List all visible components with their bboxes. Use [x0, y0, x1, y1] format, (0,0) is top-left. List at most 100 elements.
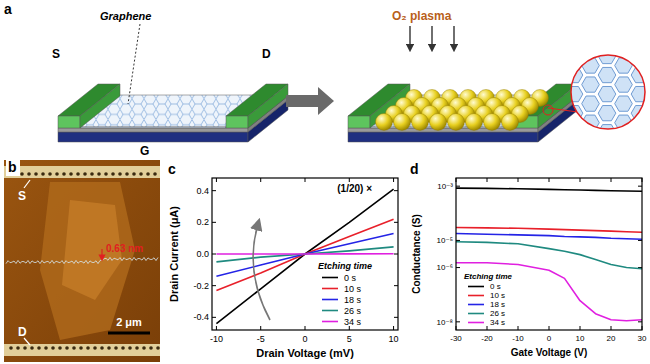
x-tick [305, 326, 306, 330]
graphene-hexagon [549, 96, 567, 111]
afm-electrode-texture [142, 346, 146, 350]
graphene-hexagon [549, 77, 567, 92]
y-tick [394, 222, 398, 223]
x-tick-label: 10 [389, 334, 399, 344]
legend: Etching time0 s10 s18 s26 s34 s [464, 272, 513, 327]
drain-label: D [262, 47, 271, 61]
legend-entry: 0 s [490, 282, 501, 291]
afm-electrode-texture [139, 172, 143, 176]
graphene-hexagon [565, 29, 583, 44]
legend-swatch [322, 299, 338, 301]
panel-label: a [4, 1, 12, 17]
graphene-hexagon [598, 125, 616, 140]
graphene-hexagon [631, 29, 649, 44]
x-tick [260, 326, 261, 330]
panel-label-bg [6, 160, 20, 176]
graphene-hexagon [565, 48, 583, 63]
legend-swatch [468, 322, 484, 324]
afm-electrode-texture [104, 172, 108, 176]
legend-swatch [322, 288, 338, 290]
afm-source-arrow [24, 180, 30, 188]
series-line [456, 242, 642, 269]
x-tick [580, 326, 581, 330]
afm-electrode-texture [118, 172, 122, 176]
legend-swatch [468, 286, 484, 288]
afm-electrode-texture [97, 172, 101, 176]
graphene-hexagon [565, 125, 583, 140]
x-tick-label: 20 [607, 334, 616, 343]
plot-frame [456, 178, 642, 330]
nanosphere [466, 114, 483, 131]
x-tick-label: -10 [512, 334, 524, 343]
afm-electrode-texture [72, 346, 76, 350]
scale-bar [108, 332, 150, 335]
step-arrow [101, 249, 102, 258]
x-tick [349, 178, 350, 182]
trend-arrow [253, 224, 270, 320]
graphene-hexagon [648, 58, 650, 73]
graphene-hexagon [582, 153, 600, 168]
x-tick-label: 10 [576, 334, 585, 343]
panel-label: b [8, 159, 17, 175]
nanosphere [376, 114, 393, 131]
graphene-hexagon [598, 86, 616, 101]
nanosphere [430, 114, 447, 131]
panel-label: d [410, 161, 419, 177]
x-tick-label: 0 [547, 334, 552, 343]
graphene-hexagon [648, 115, 650, 130]
afm-electrode-texture [121, 346, 125, 350]
afm-electrode-texture [153, 172, 157, 176]
graphene-hexagon [631, 67, 649, 82]
x-tick-label: -5 [257, 334, 265, 344]
graphene-hexagon [549, 58, 567, 73]
y-tick-label: 10⁻⁸ [437, 318, 454, 327]
gate-label: G [140, 144, 149, 158]
graphene-hexagon [549, 39, 567, 54]
series-line [216, 247, 393, 262]
graphene-hexagon [598, 67, 616, 82]
afm-electrode-texture [86, 346, 90, 350]
afm-electrode-texture [76, 172, 80, 176]
graphene-hexagon [582, 134, 600, 149]
y-axis-label: Conductance (S) [411, 214, 422, 293]
graphene-hexagon [598, 106, 616, 121]
graphene-hexagon [565, 86, 583, 101]
y-tick [394, 285, 398, 286]
series-group [456, 188, 642, 321]
afm-electrode-texture [30, 346, 34, 350]
nanosphere [394, 114, 411, 131]
x-tick [487, 326, 488, 330]
legend-swatch [322, 310, 338, 312]
y-tick [212, 254, 216, 255]
graphene-hexagon [615, 96, 633, 111]
graphene-label: Graphene [100, 10, 151, 22]
graphene-hexagon [582, 39, 600, 54]
legend-entry: 0 s [344, 273, 357, 283]
drain-electrode-front [226, 116, 248, 128]
series-group [216, 189, 393, 324]
series-line [216, 233, 393, 276]
afm-electrode-texture [20, 172, 24, 176]
graphene-hexagon [549, 115, 567, 130]
y-tick [456, 240, 460, 241]
plot-frame [212, 178, 398, 330]
annotation: (1/20) × [337, 183, 372, 194]
plasma-arrow [409, 26, 410, 48]
x-tick [518, 326, 519, 330]
zoom-content [549, 29, 650, 168]
graphene-hexagon [615, 77, 633, 92]
y-tick-label: 10⁻⁵ [437, 236, 453, 245]
nanosphere [484, 114, 501, 131]
source-electrode-front [58, 116, 80, 128]
afm-electrode-texture [27, 172, 31, 176]
y-tick [212, 190, 216, 191]
x-tick [260, 178, 261, 182]
nanosphere [448, 114, 465, 131]
afm-electrode-texture [69, 172, 73, 176]
pointer-line [128, 24, 140, 104]
x-tick-label: -30 [450, 334, 462, 343]
graphene-hexagon [598, 29, 616, 44]
afm-drain-label: D [18, 325, 27, 339]
x-tick [549, 178, 550, 182]
afm-electrode [4, 166, 160, 178]
